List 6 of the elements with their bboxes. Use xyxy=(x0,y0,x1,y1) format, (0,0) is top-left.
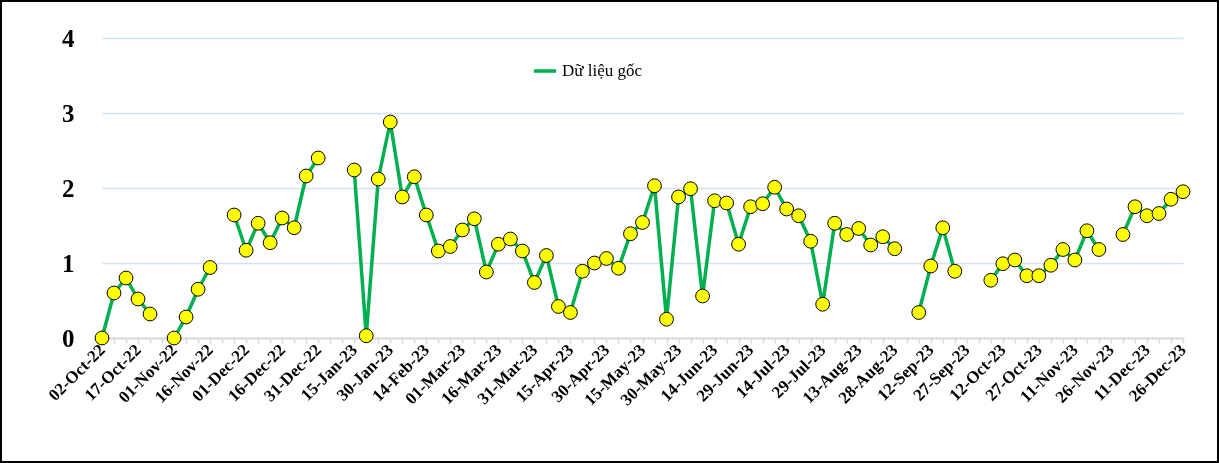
y-tick-label: 4 xyxy=(62,24,75,52)
y-tick-label: 1 xyxy=(62,249,75,277)
y-tick-label: 2 xyxy=(62,174,75,202)
legend-label: Dữ liệu gốc xyxy=(562,61,643,80)
y-tick-label: 0 xyxy=(62,324,75,352)
y-tick-label: 3 xyxy=(62,99,75,127)
